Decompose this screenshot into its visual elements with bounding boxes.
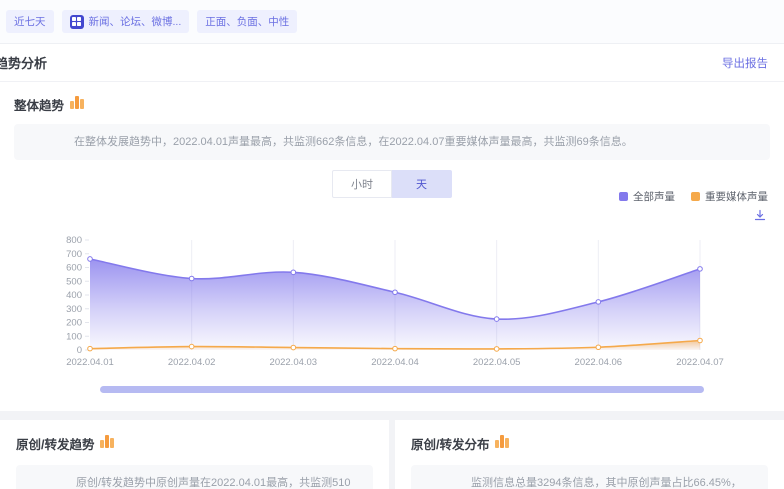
bar-chart-icon [100,434,115,453]
legend-swatch-total [619,192,628,202]
overall-trend-title: 整体趋势 [14,99,65,113]
legend-label: 重要媒体声量 [705,191,768,204]
original-repost-distribution-card: 原创/转发分布 监测信息总量3294条信息，其中原创声量占比66.45%，共计2… [395,420,784,489]
filter-bar: 近七天 新闻、论坛、微博... 正面、负面、中性 [0,0,784,44]
bottom-cards: 原创/转发趋势 原创/转发趋势中原创声量在2022.04.01最高，共监测510… [0,420,784,489]
trend-chart-svg: 0 100 200 300 400 500 600 700 800 2022.04.01 2022.… [66,235,724,368]
svg-text:500: 500 [66,276,82,287]
svg-text:400: 400 [66,290,82,301]
chart-legend: 全部声量 重要媒体声量 [619,189,768,204]
legend-item-total-volume[interactable]: 全部声量 [619,189,675,204]
chart-controls: 小时 天 全部声量 重要媒体声量 [0,170,784,206]
svg-text:2022.04.04: 2022.04.04 [371,357,419,368]
svg-text:600: 600 [66,263,82,274]
trend-chart: 0 100 200 300 400 500 600 700 800 2022.04.01 2022.… [0,224,784,376]
svg-text:2022.04.05: 2022.04.05 [473,357,521,368]
chart-toolbar [0,208,784,222]
legend-item-media-volume[interactable]: 重要媒体声量 [691,189,768,204]
toggle-hour-button[interactable]: 小时 [332,170,392,199]
filter-chip-date-range[interactable]: 近七天 [6,10,54,33]
filter-chip-media-source[interactable]: 新闻、论坛、微博... [61,10,190,33]
bar-chart-icon [70,95,85,114]
datazoom-row [0,376,784,394]
datazoom-slider[interactable] [100,386,704,394]
svg-text:300: 300 [66,304,82,315]
svg-text:2022.04.03: 2022.04.03 [270,357,318,368]
card-title: 原创/转发趋势 [16,438,95,453]
filter-chip-label: 正面、负面、中性 [205,16,290,28]
svg-text:2022.04.07: 2022.04.07 [676,357,724,368]
svg-text:800: 800 [66,235,82,246]
svg-text:700: 700 [66,249,82,260]
overall-trend-section-header: 整体趋势 [0,82,784,124]
bar-chart-icon [495,434,510,453]
card-title-row: 原创/转发分布 [395,434,784,465]
legend-swatch-media [691,192,700,202]
svg-text:100: 100 [66,331,82,342]
toggle-day-button[interactable]: 天 [392,170,452,199]
svg-text:2022.04.01: 2022.04.01 [66,357,114,368]
svg-text:200: 200 [66,318,82,329]
granularity-toggle: 小时 天 [332,170,452,199]
trend-analysis-card: 趋势分析 导出报告 整体趋势 在整体发展趋势中，2022.04.01声量最高，共… [0,44,784,412]
filter-chip-label: 新闻、论坛、微博... [88,16,182,28]
download-icon[interactable] [754,208,766,222]
filter-chip-label: 近七天 [14,16,46,28]
original-repost-trend-card: 原创/转发趋势 原创/转发趋势中原创声量在2022.04.01最高，共监测510… [0,420,389,489]
card-title-row: 原创/转发趋势 [0,434,389,465]
card-summary: 原创/转发趋势中原创声量在2022.04.01最高，共监测510条信息；转发声量… [16,465,373,489]
svg-text:0: 0 [77,345,82,356]
media-source-icon [69,14,84,29]
overall-trend-summary: 在整体发展趋势中，2022.04.01声量最高，共监测662条信息，在2022.… [14,124,770,161]
svg-text:2022.04.02: 2022.04.02 [168,357,216,368]
legend-label: 全部声量 [633,191,675,204]
page-title: 趋势分析 [0,56,48,71]
card-header: 趋势分析 导出报告 [0,44,784,82]
card-summary: 监测信息总量3294条信息，其中原创声量占比66.45%，共计2189条信息；转… [411,465,768,489]
svg-text:2022.04.06: 2022.04.06 [575,357,623,368]
export-report-link[interactable]: 导出报告 [722,57,768,70]
card-title: 原创/转发分布 [411,438,490,453]
filter-chip-sentiment[interactable]: 正面、负面、中性 [197,10,298,33]
